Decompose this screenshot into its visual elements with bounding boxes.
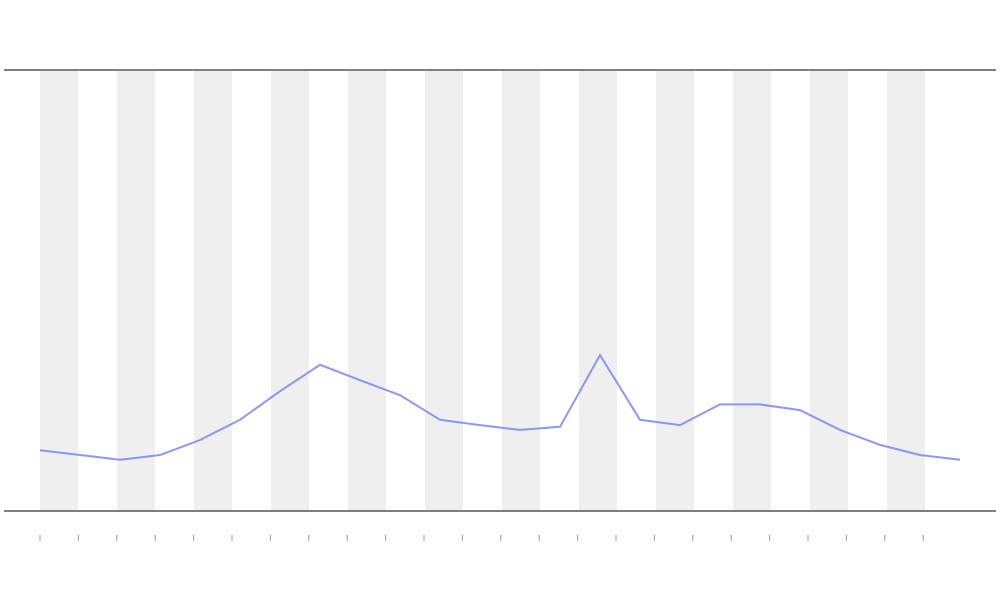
background-bands [40, 71, 925, 511]
band [656, 71, 694, 511]
band [117, 71, 155, 511]
band [271, 71, 309, 511]
band [348, 71, 386, 511]
data-line [39, 353, 961, 461]
band [40, 71, 78, 511]
band [887, 71, 925, 511]
band [425, 71, 463, 511]
band [194, 71, 232, 511]
band [733, 71, 771, 511]
band [579, 71, 617, 511]
band [502, 71, 540, 511]
band [810, 71, 848, 511]
